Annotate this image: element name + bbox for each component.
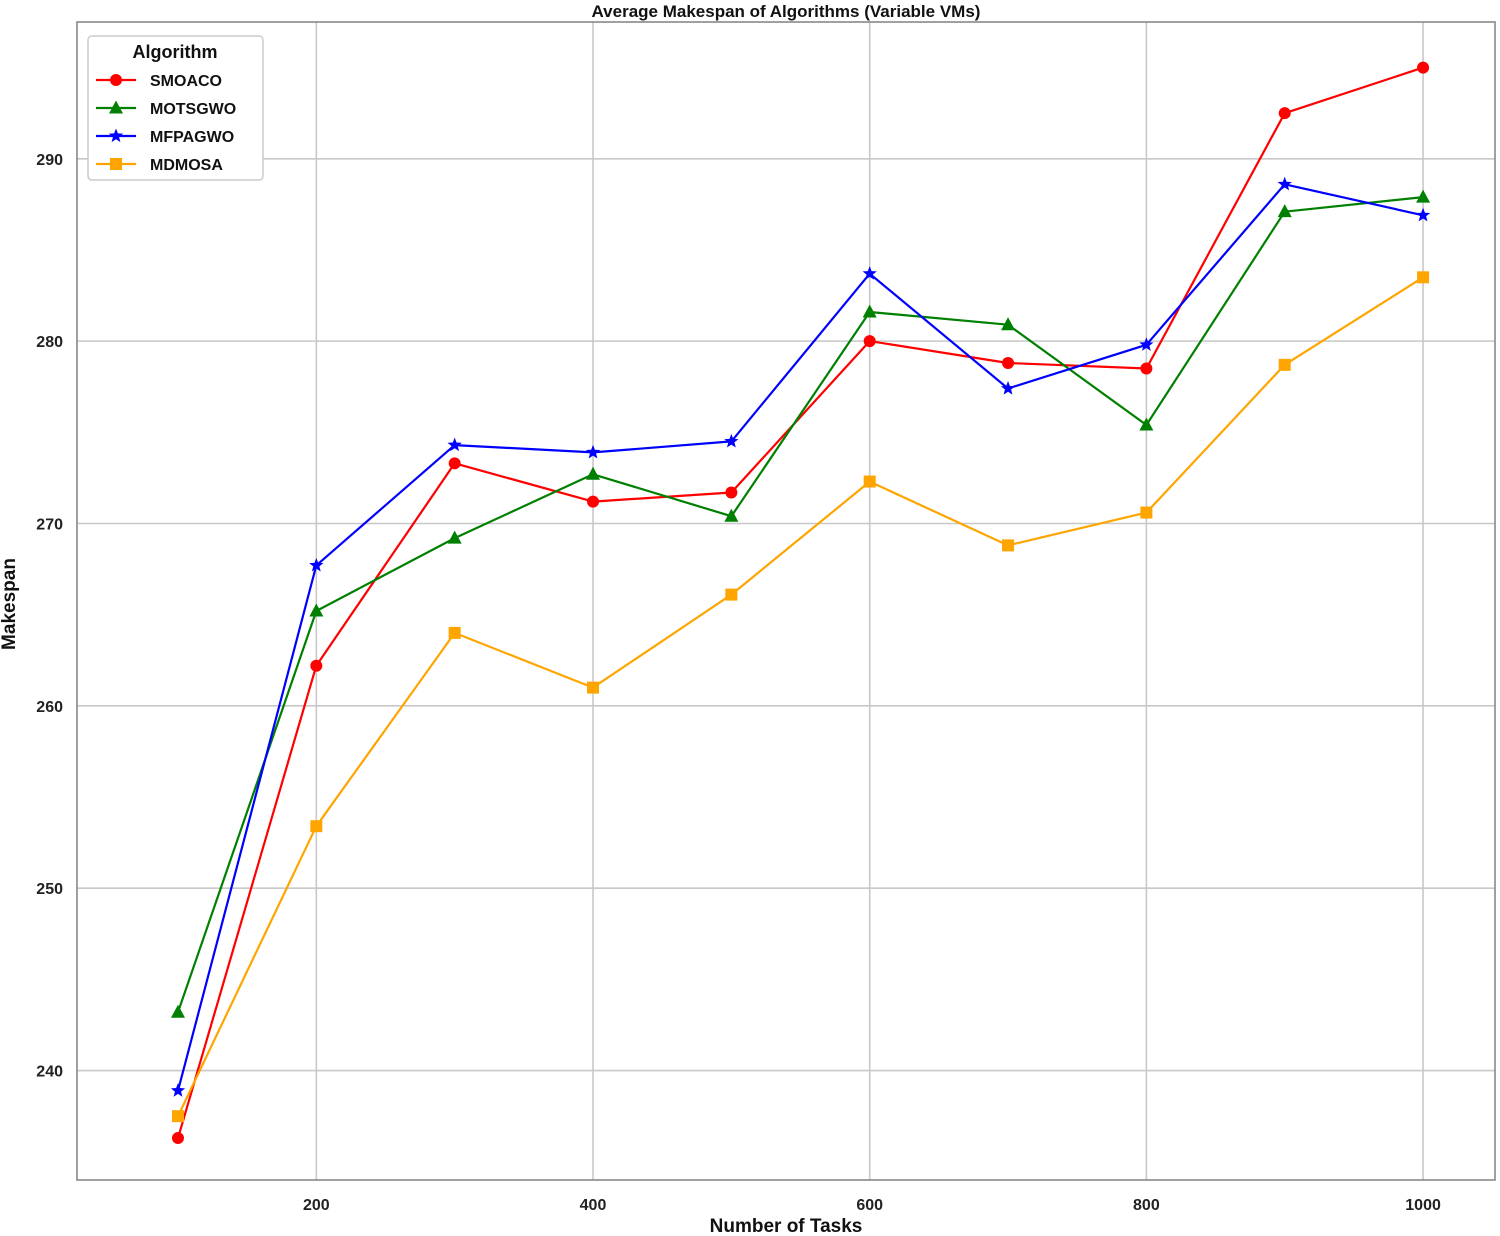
legend-item-mdmosa: MDMOSA: [96, 157, 223, 174]
data-point-mfpagwo: [1415, 207, 1431, 222]
data-point-motsgwo: [170, 1004, 185, 1018]
y-tick-label: 280: [36, 334, 63, 351]
legend-items: SMOACO MOTSGWO MFPAGWO MDMOSA: [96, 73, 236, 174]
data-point-smoaco: [587, 495, 600, 508]
data-point-mfpagwo: [1000, 381, 1016, 395]
y-tick-label: 260: [36, 699, 63, 716]
series-layer: [170, 61, 1431, 1145]
legend-item-motsgwo: MOTSGWO: [96, 100, 236, 118]
x-tick-label: 200: [303, 1197, 330, 1214]
data-point-smoaco: [1278, 107, 1291, 120]
plot-frame: [76, 21, 1496, 1181]
data-point-mdmosa: [1278, 358, 1291, 371]
grid-layer: [77, 22, 1495, 1180]
data-point-mdmosa: [725, 588, 738, 601]
data-point-motsgwo: [1139, 417, 1154, 431]
x-tick-label: 800: [1133, 1197, 1160, 1214]
data-point-motsgwo: [862, 304, 877, 318]
data-point-smoaco: [725, 486, 738, 499]
y-axis-label: Makespan: [0, 558, 20, 650]
legend-title: Algorithm: [133, 42, 218, 62]
series-line-motsgwo: [176, 196, 1424, 1013]
legend-label-mdmosa: MDMOSA: [150, 157, 223, 174]
y-tick-label: 290: [36, 152, 63, 169]
x-axis-label: Number of Tasks: [710, 1216, 863, 1236]
legend-marker-smoaco: [110, 74, 122, 86]
data-point-smoaco: [863, 335, 876, 348]
legend-item-smoaco: SMOACO: [96, 73, 222, 90]
x-tick-label: 1000: [1405, 1197, 1441, 1214]
legend-label-motsgwo: MOTSGWO: [150, 101, 236, 118]
data-point-smoaco: [1002, 357, 1015, 370]
data-point-smoaco: [1140, 362, 1153, 375]
series-mdmosa: [171, 271, 1430, 1123]
legend-marker-motsgwo: [109, 100, 123, 114]
data-point-mdmosa: [1417, 271, 1430, 284]
legend-marker-mdmosa: [110, 158, 122, 170]
series-line-mdmosa: [177, 276, 1424, 1117]
data-point-mfpagwo: [1139, 337, 1154, 351]
data-point-mfpagwo: [170, 1083, 186, 1097]
data-point-mdmosa: [587, 681, 600, 694]
series-motsgwo: [170, 189, 1431, 1018]
data-point-mfpagwo: [309, 557, 324, 572]
legend-label-smoaco: SMOACO: [150, 73, 222, 90]
legend-label-mfpagwo: MFPAGWO: [150, 129, 234, 146]
legend-marker-mfpagwo: [108, 128, 124, 143]
data-point-motsgwo: [1416, 189, 1431, 203]
data-point-smoaco: [448, 457, 461, 470]
x-tick-label: 400: [580, 1197, 607, 1214]
data-point-smoaco: [310, 659, 323, 672]
legend-item-mfpagwo: MFPAGWO: [96, 128, 234, 146]
data-point-mdmosa: [310, 820, 323, 833]
series-line-mfpagwo: [176, 183, 1424, 1091]
y-tick-label: 250: [36, 881, 63, 898]
data-point-mdmosa: [1002, 539, 1015, 552]
data-point-mdmosa: [171, 1110, 184, 1123]
data-point-smoaco: [1417, 61, 1430, 74]
x-tick-label: 600: [856, 1197, 883, 1214]
data-point-motsgwo: [586, 466, 601, 480]
data-point-smoaco: [171, 1132, 184, 1145]
series-smoaco: [171, 61, 1430, 1145]
legend: Algorithm SMOACO MOTSGWO MFPAGWO MDMOSA: [87, 35, 264, 181]
chart-title: Average Makespan of Algorithms (Variable…: [592, 2, 981, 21]
data-point-mdmosa: [448, 626, 461, 639]
y-tick-label: 240: [36, 1064, 63, 1081]
data-point-motsgwo: [1277, 204, 1292, 218]
data-point-motsgwo: [1001, 317, 1016, 331]
data-point-motsgwo: [724, 508, 739, 522]
legend-box: [87, 35, 264, 181]
data-point-mfpagwo: [447, 437, 462, 452]
data-point-motsgwo: [309, 603, 324, 617]
data-point-mfpagwo: [862, 266, 877, 280]
y-tick-label: 270: [36, 516, 63, 533]
data-point-motsgwo: [447, 530, 462, 544]
series-line-smoaco: [176, 66, 1424, 1139]
data-point-mdmosa: [863, 475, 876, 488]
data-point-mfpagwo: [1277, 176, 1292, 191]
tick-layer: 200 400 600 800 1000 240 250 260 270 280 290: [36, 152, 1441, 1214]
data-point-mdmosa: [1140, 506, 1153, 519]
data-point-mfpagwo: [585, 444, 601, 459]
data-point-mfpagwo: [724, 433, 739, 448]
series-mfpagwo: [170, 176, 1431, 1097]
